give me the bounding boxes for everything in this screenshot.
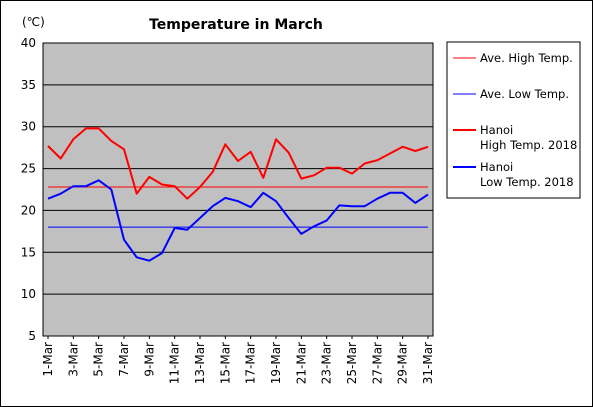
chart-title: Temperature in March [149, 17, 323, 33]
plot-area [42, 42, 434, 337]
y-tick-label: 40 [21, 36, 36, 50]
x-tick-label: 27-Mar [370, 342, 384, 384]
legend-label: Hanoi [480, 123, 513, 137]
x-tick-label: 1-Mar [41, 342, 55, 377]
y-axis: 40 35 30 25 20 15 10 5 [21, 36, 36, 343]
y-tick-label: 35 [21, 78, 36, 92]
y-unit-label: (℃) [22, 15, 45, 29]
x-tick-label: 7-Mar [117, 342, 131, 377]
x-tick-label: 25-Mar [345, 342, 359, 384]
y-tick-label: 25 [21, 162, 36, 176]
x-tick-label: 31-Mar [421, 342, 435, 384]
grid [43, 84, 433, 295]
y-tick-label: 20 [21, 203, 36, 217]
x-tick-label: 23-Mar [320, 342, 334, 384]
legend-label: Hanoi [480, 160, 513, 174]
legend-label: Low Temp. 2018 [480, 175, 574, 189]
y-tick-label: 30 [21, 120, 36, 134]
x-tick-label: 11-Mar [168, 342, 182, 384]
y-tick-label: 10 [21, 287, 36, 301]
x-tick-label: 13-Mar [193, 342, 207, 384]
y-tick-label: 5 [28, 329, 36, 343]
legend-label: Ave. High Temp. [480, 51, 573, 65]
x-axis: 1-Mar 3-Mar 5-Mar 7-Mar 9-Mar 11-Mar 13-Mar 15-… [41, 336, 435, 384]
x-tick-label: 3-Mar [66, 342, 80, 377]
x-tick-label: 29-Mar [396, 342, 410, 384]
series-line-hanoi-high-2018 [47, 127, 429, 200]
x-tick-label: 5-Mar [92, 342, 106, 377]
x-tick-label: 15-Mar [218, 342, 232, 384]
legend [446, 41, 581, 199]
series-line-hanoi-low-2018 [47, 179, 429, 262]
y-tick-label: 15 [21, 245, 36, 259]
x-tick-label: 17-Mar [244, 342, 258, 384]
x-tick-label: 21-Mar [294, 342, 308, 384]
x-tick-label: 19-Mar [269, 342, 283, 384]
series-lines [47, 127, 429, 262]
legend-label: High Temp. 2018 [480, 138, 577, 152]
legend-label: Ave. Low Temp. [480, 87, 569, 101]
x-tick-label: 9-Mar [142, 342, 156, 377]
